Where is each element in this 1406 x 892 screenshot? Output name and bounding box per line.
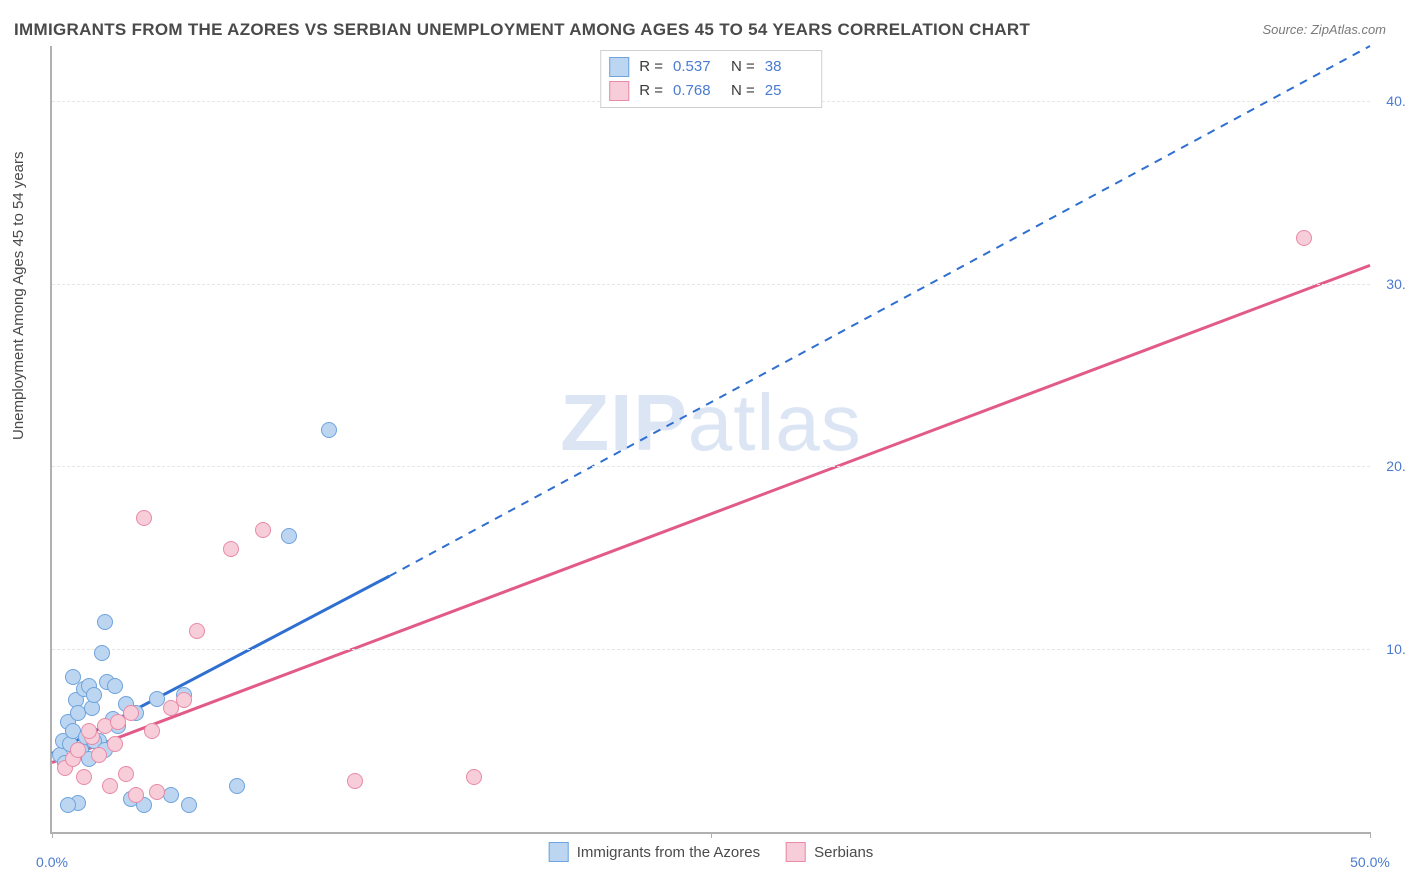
data-point (189, 623, 205, 639)
data-point (65, 669, 81, 685)
data-point (107, 736, 123, 752)
gridline (52, 284, 1370, 285)
legend-swatch (786, 842, 806, 862)
series-legend-item: Immigrants from the Azores (549, 842, 760, 862)
legend-row: R = 0.768 N = 25 (609, 79, 813, 103)
data-point (281, 528, 297, 544)
series-legend-label: Immigrants from the Azores (577, 844, 760, 861)
watermark-bold: ZIP (560, 378, 687, 467)
legend-row: R = 0.537 N = 38 (609, 55, 813, 79)
data-point (91, 747, 107, 763)
x-tick (1370, 832, 1371, 838)
data-point (118, 766, 134, 782)
data-point (181, 797, 197, 813)
x-tick-label: 0.0% (36, 854, 68, 870)
trend-line (52, 265, 1370, 762)
data-point (81, 723, 97, 739)
data-point (97, 614, 113, 630)
legend-swatch (549, 842, 569, 862)
correlation-legend: R = 0.537 N = 38 R = 0.768 N = 25 (600, 50, 822, 108)
legend-swatch (609, 81, 629, 101)
trend-line-dashed (389, 46, 1370, 576)
data-point (466, 769, 482, 785)
x-tick-label: 50.0% (1350, 854, 1390, 870)
data-point (76, 769, 92, 785)
data-point (176, 692, 192, 708)
data-point (123, 705, 139, 721)
legend-swatch (609, 57, 629, 77)
data-point (1296, 230, 1312, 246)
data-point (60, 797, 76, 813)
data-point (321, 422, 337, 438)
legend-n-value: 38 (765, 55, 813, 79)
legend-r-label: R = (639, 79, 663, 103)
data-point (347, 773, 363, 789)
gridline (52, 466, 1370, 467)
plot-area: ZIPatlas R =0.537N =38R =0.768N =25 Immi… (50, 46, 1370, 834)
source-attribution: Source: ZipAtlas.com (1262, 22, 1386, 37)
legend-n-label: N = (731, 79, 755, 103)
legend-r-label: R = (639, 55, 663, 79)
data-point (136, 510, 152, 526)
legend-n-label: N = (731, 55, 755, 79)
legend-r-value: 0.768 (673, 79, 721, 103)
data-point (255, 522, 271, 538)
data-point (107, 678, 123, 694)
y-tick-label: 20.0% (1386, 458, 1406, 474)
data-point (229, 778, 245, 794)
data-point (128, 787, 144, 803)
data-point (102, 778, 118, 794)
data-point (144, 723, 160, 739)
chart-title: IMMIGRANTS FROM THE AZORES VS SERBIAN UN… (14, 20, 1030, 40)
trend-lines-layer (52, 46, 1370, 832)
data-point (223, 541, 239, 557)
legend-n-value: 25 (765, 79, 813, 103)
gridline (52, 649, 1370, 650)
data-point (70, 742, 86, 758)
y-tick-label: 30.0% (1386, 276, 1406, 292)
series-legend: Immigrants from the Azores Serbians (549, 842, 874, 862)
x-tick (711, 832, 712, 838)
y-tick-label: 10.0% (1386, 641, 1406, 657)
data-point (149, 784, 165, 800)
watermark: ZIPatlas (560, 377, 861, 469)
data-point (86, 687, 102, 703)
watermark-light: atlas (688, 378, 862, 467)
series-legend-item: Serbians (786, 842, 873, 862)
y-axis-label: Unemployment Among Ages 45 to 54 years (10, 151, 27, 440)
data-point (94, 645, 110, 661)
x-tick (52, 832, 53, 838)
legend-r-value: 0.537 (673, 55, 721, 79)
series-legend-label: Serbians (814, 844, 873, 861)
y-tick-label: 40.0% (1386, 93, 1406, 109)
